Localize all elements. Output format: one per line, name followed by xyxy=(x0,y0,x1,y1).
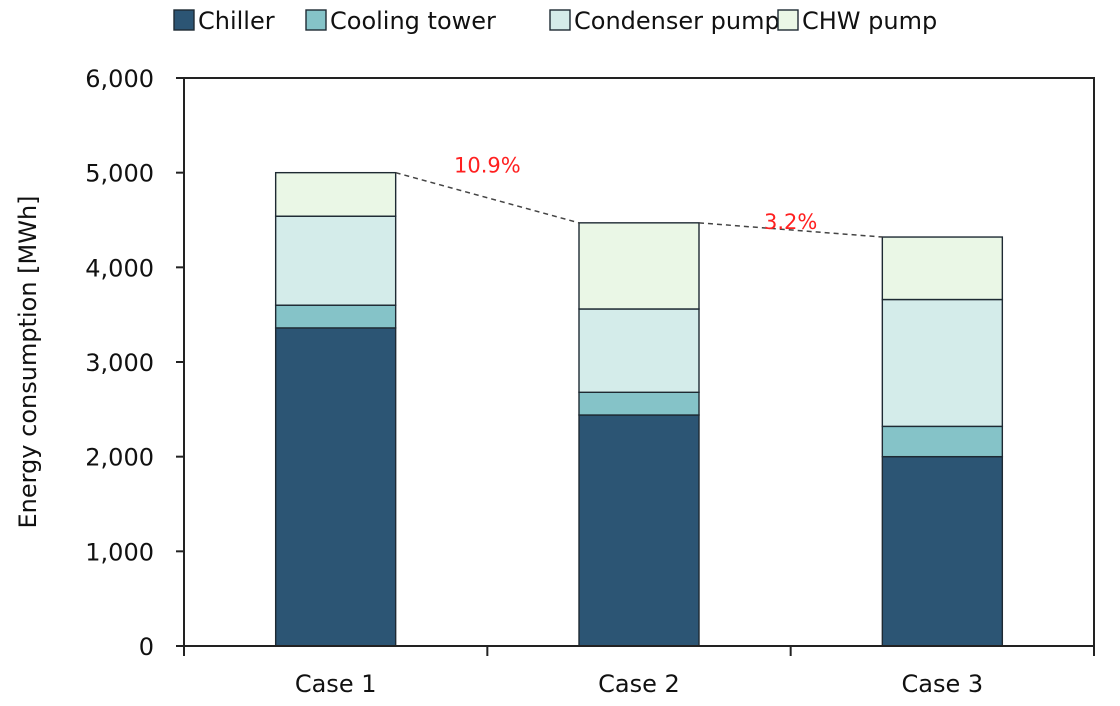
reduction-connector-line xyxy=(698,222,883,238)
x-axis-ticks: Case 1 Case 2 Case 3 xyxy=(183,646,1095,698)
bar-segment-cooling-tower xyxy=(881,425,1004,458)
legend-swatch xyxy=(549,9,571,31)
bar-segment-condenser-pump xyxy=(274,215,397,306)
legend-label: Chiller xyxy=(198,7,275,35)
x-tick-label: Case 2 xyxy=(598,670,680,698)
bar-segment-chiller xyxy=(578,414,700,647)
bar-segment-cooling-tower xyxy=(578,391,700,416)
reduction-connector-line xyxy=(395,171,580,224)
bar-segment-chiller xyxy=(881,455,1004,647)
y-tick-label: 6,000 xyxy=(85,65,154,93)
bar-segment-chw-pump xyxy=(274,171,397,217)
legend-swatch xyxy=(173,9,195,31)
x-tick-label: Case 1 xyxy=(295,670,377,698)
reduction-annotation: 3.2% xyxy=(764,210,817,234)
legend-label: CHW pump xyxy=(802,7,937,35)
legend-swatch xyxy=(777,9,799,31)
y-tick-label: 1,000 xyxy=(85,538,154,566)
bar-segment-cooling-tower xyxy=(274,304,397,329)
reduction-connectors xyxy=(395,171,883,238)
bar-segment-condenser-pump xyxy=(881,298,1004,428)
reduction-annotation: 10.9% xyxy=(454,154,521,178)
y-tick-label: 4,000 xyxy=(85,254,154,282)
bar-segment-chw-pump xyxy=(578,222,700,310)
y-axis-title: Energy consumption [MWh] xyxy=(14,195,42,528)
y-axis-title-group: Energy consumption [MWh] xyxy=(14,195,42,528)
plot-area-frame xyxy=(183,77,1095,647)
legend-label: Cooling tower xyxy=(330,7,496,35)
bar-segment-condenser-pump xyxy=(578,308,700,393)
y-tick-label: 3,000 xyxy=(85,349,154,377)
bar-segment-chiller xyxy=(274,327,397,647)
legend-label: Condenser pump xyxy=(574,7,780,35)
y-tick-label: 0 xyxy=(139,633,154,661)
x-tick-label: Case 3 xyxy=(902,670,984,698)
reduction-annotations: 10.9% 3.2% xyxy=(454,154,817,234)
y-axis-ticks: 0 1,000 2,000 3,000 4,000 5,000 6,000 xyxy=(85,65,184,661)
y-tick-label: 5,000 xyxy=(85,160,154,188)
legend-swatch xyxy=(305,9,327,31)
y-tick-label: 2,000 xyxy=(85,444,154,472)
bar-stacks xyxy=(274,171,1004,647)
bar-segment-chw-pump xyxy=(881,236,1004,301)
legend: Chiller Cooling tower Condenser pump CHW pu… xyxy=(173,7,937,35)
